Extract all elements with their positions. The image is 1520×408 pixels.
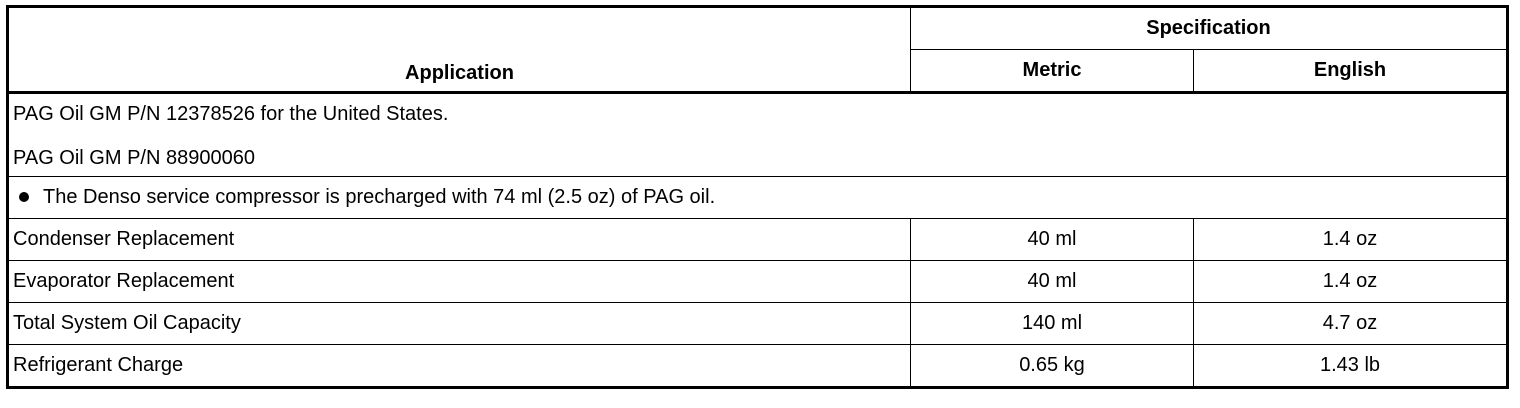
application-cell: Condenser Replacement	[7, 218, 911, 261]
header-row: Application Specification	[7, 6, 1508, 94]
english-cell: 4.7 oz	[1193, 302, 1508, 345]
application-cell: Evaporator Replacement	[7, 260, 911, 303]
english-cell: 1.4 oz	[1193, 218, 1508, 261]
table-row: Condenser Replacement 40 ml 1.4 oz	[7, 218, 1508, 261]
notes-row: PAG Oil GM P/N 12378526 for the United S…	[7, 92, 1508, 177]
bullet-text: The Denso service compressor is precharg…	[43, 186, 716, 208]
table-row: Evaporator Replacement 40 ml 1.4 oz	[7, 260, 1508, 303]
metric-cell: 140 ml	[910, 302, 1194, 345]
english-cell: 1.43 lb	[1193, 344, 1508, 388]
english-header: English	[1193, 49, 1508, 94]
table-row: Refrigerant Charge 0.65 kg 1.43 lb	[7, 344, 1508, 388]
english-cell: 1.4 oz	[1193, 260, 1508, 303]
application-cell: Total System Oil Capacity	[7, 302, 911, 345]
table-row: Total System Oil Capacity 140 ml 4.7 oz	[7, 302, 1508, 345]
specification-header: Specification	[910, 6, 1508, 50]
application-header: Application	[7, 6, 911, 94]
specification-table: Application Specification Metric English…	[6, 5, 1509, 389]
application-cell: Refrigerant Charge	[7, 344, 911, 388]
metric-header: Metric	[910, 49, 1194, 94]
metric-cell: 40 ml	[910, 260, 1194, 303]
bullet-row: The Denso service compressor is precharg…	[7, 176, 1508, 219]
note-text: PAG Oil GM P/N 12378526 for the United S…	[13, 103, 449, 125]
metric-cell: 0.65 kg	[910, 344, 1194, 388]
metric-cell: 40 ml	[910, 218, 1194, 261]
subheader-row: Metric English	[8, 49, 1508, 94]
notes-cell: PAG Oil GM P/N 12378526 for the United S…	[7, 92, 1508, 177]
bullet-icon	[19, 191, 29, 202]
bullet-cell: The Denso service compressor is precharg…	[7, 176, 1508, 219]
note-text: PAG Oil GM P/N 88900060	[13, 147, 255, 169]
